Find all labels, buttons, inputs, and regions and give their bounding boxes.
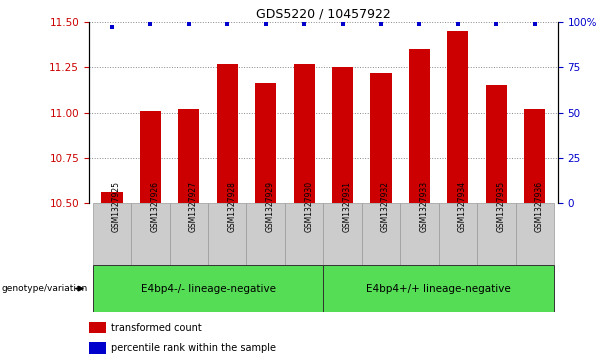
Bar bbox=[477, 203, 516, 265]
Text: GSM1327933: GSM1327933 bbox=[419, 181, 428, 232]
Text: GSM1327927: GSM1327927 bbox=[189, 181, 198, 232]
Text: GSM1327930: GSM1327930 bbox=[304, 181, 313, 232]
Text: E4bp4+/+ lineage-negative: E4bp4+/+ lineage-negative bbox=[367, 284, 511, 294]
Text: transformed count: transformed count bbox=[112, 322, 202, 333]
Text: GSM1327934: GSM1327934 bbox=[458, 181, 467, 232]
Bar bbox=[246, 203, 285, 265]
Bar bbox=[89, 342, 106, 354]
Bar bbox=[93, 203, 131, 265]
Point bbox=[338, 21, 348, 26]
Text: GSM1327928: GSM1327928 bbox=[227, 181, 236, 232]
Point bbox=[376, 21, 386, 26]
Bar bbox=[208, 203, 246, 265]
Bar bbox=[285, 203, 324, 265]
Bar bbox=[362, 203, 400, 265]
Point bbox=[414, 21, 424, 26]
Bar bbox=[140, 111, 161, 203]
Bar bbox=[409, 49, 430, 203]
Point bbox=[223, 21, 232, 26]
Bar bbox=[216, 64, 238, 203]
Text: GSM1327936: GSM1327936 bbox=[535, 181, 544, 232]
Bar bbox=[131, 203, 170, 265]
Text: E4bp4-/- lineage-negative: E4bp4-/- lineage-negative bbox=[140, 284, 275, 294]
Bar bbox=[324, 265, 554, 312]
Title: GDS5220 / 10457922: GDS5220 / 10457922 bbox=[256, 8, 390, 21]
Point bbox=[107, 24, 117, 30]
Bar bbox=[370, 73, 392, 203]
Bar bbox=[524, 109, 546, 203]
Bar bbox=[332, 67, 353, 203]
Bar bbox=[516, 203, 554, 265]
Point bbox=[453, 21, 463, 26]
Bar bbox=[178, 109, 199, 203]
Point bbox=[261, 21, 270, 26]
Bar bbox=[485, 85, 507, 203]
Bar bbox=[89, 322, 106, 333]
Point bbox=[299, 21, 309, 26]
Text: GSM1327929: GSM1327929 bbox=[265, 181, 275, 232]
Bar bbox=[447, 31, 468, 203]
Text: GSM1327932: GSM1327932 bbox=[381, 181, 390, 232]
Text: GSM1327925: GSM1327925 bbox=[112, 181, 121, 232]
Bar bbox=[439, 203, 477, 265]
Text: percentile rank within the sample: percentile rank within the sample bbox=[112, 343, 276, 353]
Text: GSM1327935: GSM1327935 bbox=[497, 181, 505, 232]
Bar bbox=[324, 203, 362, 265]
Point bbox=[530, 21, 539, 26]
Bar bbox=[170, 203, 208, 265]
Bar bbox=[93, 265, 324, 312]
Bar bbox=[400, 203, 439, 265]
Text: genotype/variation: genotype/variation bbox=[2, 284, 88, 293]
Point bbox=[184, 21, 194, 26]
Bar bbox=[101, 192, 123, 203]
Text: GSM1327931: GSM1327931 bbox=[343, 181, 352, 232]
Bar bbox=[255, 83, 276, 203]
Bar bbox=[294, 64, 314, 203]
Point bbox=[492, 21, 501, 26]
Point bbox=[145, 21, 155, 26]
Text: GSM1327926: GSM1327926 bbox=[150, 181, 159, 232]
